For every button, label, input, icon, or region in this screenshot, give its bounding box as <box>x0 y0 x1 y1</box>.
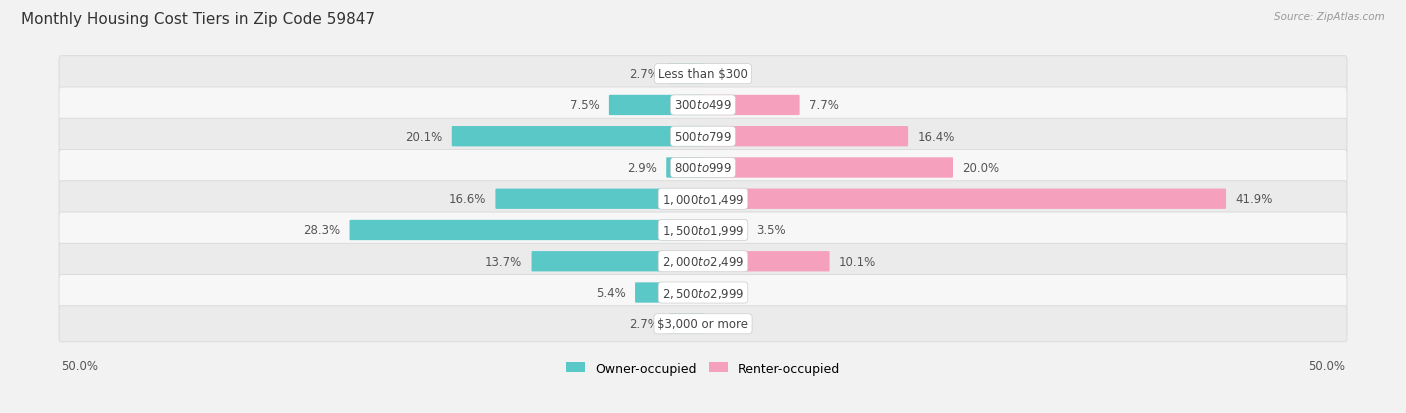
FancyBboxPatch shape <box>451 127 703 147</box>
FancyBboxPatch shape <box>666 158 703 178</box>
FancyBboxPatch shape <box>703 220 747 240</box>
FancyBboxPatch shape <box>59 119 1347 155</box>
Text: 3.5%: 3.5% <box>756 224 786 237</box>
Text: $2,500 to $2,999: $2,500 to $2,999 <box>662 286 744 300</box>
FancyBboxPatch shape <box>350 220 703 240</box>
Text: 16.4%: 16.4% <box>918 131 955 143</box>
Text: 7.7%: 7.7% <box>808 99 839 112</box>
Text: 5.4%: 5.4% <box>596 286 626 299</box>
FancyBboxPatch shape <box>703 189 1226 209</box>
Text: $1,000 to $1,499: $1,000 to $1,499 <box>662 192 744 206</box>
Legend: Owner-occupied, Renter-occupied: Owner-occupied, Renter-occupied <box>561 357 845 380</box>
FancyBboxPatch shape <box>59 181 1347 217</box>
FancyBboxPatch shape <box>59 88 1347 123</box>
FancyBboxPatch shape <box>636 282 703 303</box>
Text: $2,000 to $2,499: $2,000 to $2,499 <box>662 255 744 268</box>
FancyBboxPatch shape <box>609 95 703 116</box>
FancyBboxPatch shape <box>59 244 1347 280</box>
FancyBboxPatch shape <box>703 127 908 147</box>
Text: $800 to $999: $800 to $999 <box>673 161 733 175</box>
Text: 0.0%: 0.0% <box>713 286 742 299</box>
Text: 41.9%: 41.9% <box>1236 193 1272 206</box>
Text: $300 to $499: $300 to $499 <box>673 99 733 112</box>
Text: Source: ZipAtlas.com: Source: ZipAtlas.com <box>1274 12 1385 22</box>
FancyBboxPatch shape <box>59 150 1347 186</box>
Text: $1,500 to $1,999: $1,500 to $1,999 <box>662 223 744 237</box>
Text: 2.7%: 2.7% <box>630 318 659 330</box>
Text: 0.0%: 0.0% <box>713 318 742 330</box>
FancyBboxPatch shape <box>59 213 1347 248</box>
FancyBboxPatch shape <box>703 252 830 272</box>
Text: 2.7%: 2.7% <box>630 68 659 81</box>
FancyBboxPatch shape <box>669 64 703 85</box>
Text: $500 to $799: $500 to $799 <box>673 131 733 143</box>
Text: Less than $300: Less than $300 <box>658 68 748 81</box>
FancyBboxPatch shape <box>495 189 703 209</box>
Text: 16.6%: 16.6% <box>449 193 486 206</box>
Text: 10.1%: 10.1% <box>839 255 876 268</box>
Text: Monthly Housing Cost Tiers in Zip Code 59847: Monthly Housing Cost Tiers in Zip Code 5… <box>21 12 375 27</box>
FancyBboxPatch shape <box>703 95 800 116</box>
Text: 0.0%: 0.0% <box>713 68 742 81</box>
Text: 20.0%: 20.0% <box>962 161 1000 175</box>
Text: 13.7%: 13.7% <box>485 255 522 268</box>
FancyBboxPatch shape <box>59 306 1347 342</box>
Text: 2.9%: 2.9% <box>627 161 657 175</box>
FancyBboxPatch shape <box>703 158 953 178</box>
Text: $3,000 or more: $3,000 or more <box>658 318 748 330</box>
Text: 28.3%: 28.3% <box>304 224 340 237</box>
FancyBboxPatch shape <box>531 252 703 272</box>
FancyBboxPatch shape <box>59 275 1347 311</box>
FancyBboxPatch shape <box>59 57 1347 93</box>
Text: 7.5%: 7.5% <box>569 99 599 112</box>
Text: 20.1%: 20.1% <box>405 131 443 143</box>
FancyBboxPatch shape <box>669 314 703 334</box>
